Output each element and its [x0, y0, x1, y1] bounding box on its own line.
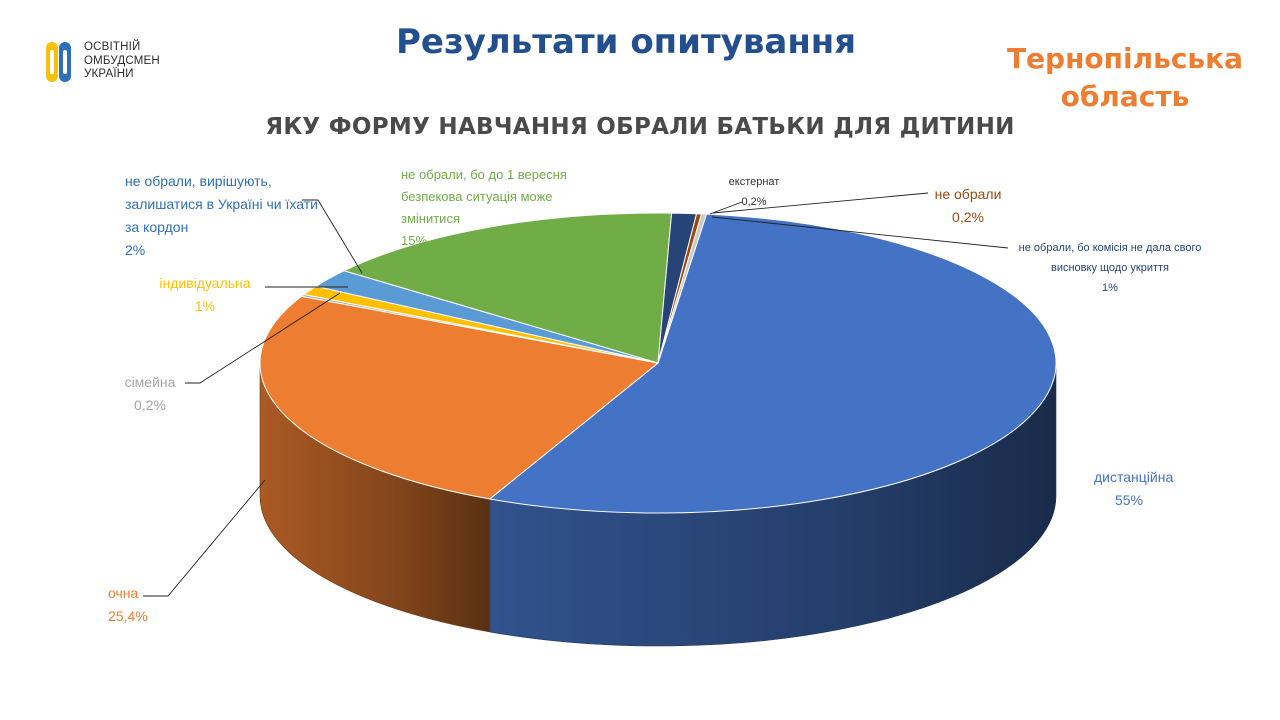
- leader-line-8: [712, 192, 929, 214]
- pie-slice-2: [259, 295, 660, 500]
- data-label-8: не обрали 0,2%: [918, 183, 1018, 229]
- region-name: Тернопільська область: [1000, 40, 1250, 116]
- data-label-value-9: 0,2%: [741, 196, 767, 208]
- data-label-5: не обрали, вирішують, залишатися в Украї…: [125, 170, 321, 262]
- data-label-name-7: не обрали, бо комісія не дала свого висн…: [1018, 242, 1202, 274]
- leader-line-2: [143, 479, 266, 597]
- data-label-value-4: 1%: [194, 298, 216, 314]
- ombudsman-logo: [46, 42, 71, 82]
- data-label-name-2: очна: [108, 585, 139, 601]
- leader-line-5: [302, 199, 363, 274]
- data-label-name-5: не обрали, вирішують, залишатися в Украї…: [125, 173, 318, 235]
- data-label-value-3: 0,2%: [134, 397, 166, 413]
- logo-line-2: ОМБУДСМЕН: [84, 54, 160, 67]
- data-label-4: індивідуальна 1%: [146, 272, 264, 318]
- data-label-3: сімейна 0,2%: [115, 371, 185, 417]
- data-label-name-9: екстернат: [728, 176, 780, 188]
- leader-line-7: [711, 216, 1009, 249]
- logo-line-3: УКРАЇНИ: [84, 68, 134, 80]
- data-label-1: дистанційна 55%: [1094, 466, 1174, 512]
- leader-line-9: [709, 201, 743, 215]
- chart-title: ЯКУ ФОРМУ НАВЧАННЯ ОБРАЛИ БАТЬКИ ДЛЯ ДИТ…: [265, 114, 1015, 140]
- data-label-2: очна 25,4%: [108, 582, 168, 628]
- logo-text: ОСВІТНІЙ ОМБУДСМЕН УКРАЇНИ: [84, 41, 160, 82]
- data-label-name-1: дистанційна: [1094, 469, 1174, 485]
- data-label-9: екстернат 0,2%: [718, 172, 790, 212]
- page-title: Результати опитування: [396, 22, 857, 62]
- data-label-value-6: 15%: [401, 233, 428, 248]
- data-label-value-7: 1%: [1102, 282, 1118, 294]
- data-label-name-4: індивідуальна: [159, 275, 251, 291]
- data-label-name-6: не обрали, бо до 1 вересня безпекова сит…: [401, 167, 567, 226]
- data-label-6: не обрали, бо до 1 вересня безпекова сит…: [401, 164, 611, 252]
- data-label-value-2: 25,4%: [108, 608, 148, 624]
- pie-slice-9: [657, 213, 708, 364]
- data-label-name-3: сімейна: [124, 374, 176, 390]
- logo-line-1: ОСВІТНІЙ: [84, 41, 141, 53]
- data-label-value-1: 55%: [1114, 492, 1144, 508]
- pie-slice-1: [488, 213, 1057, 514]
- leader-line-3: [185, 292, 341, 384]
- pie-top: [259, 212, 1057, 514]
- region-line-2: область: [1060, 80, 1190, 113]
- data-label-7: не обрали, бо комісія не дала свого висн…: [1000, 238, 1220, 298]
- pie-slice-6: [342, 212, 673, 364]
- leader-lines: [143, 192, 1009, 597]
- data-label-value-5: 2%: [125, 242, 146, 258]
- data-label-name-8: не обрали: [934, 186, 1002, 202]
- data-label-value-8: 0,2%: [952, 209, 984, 225]
- region-line-1: Тернопільська: [1006, 42, 1244, 75]
